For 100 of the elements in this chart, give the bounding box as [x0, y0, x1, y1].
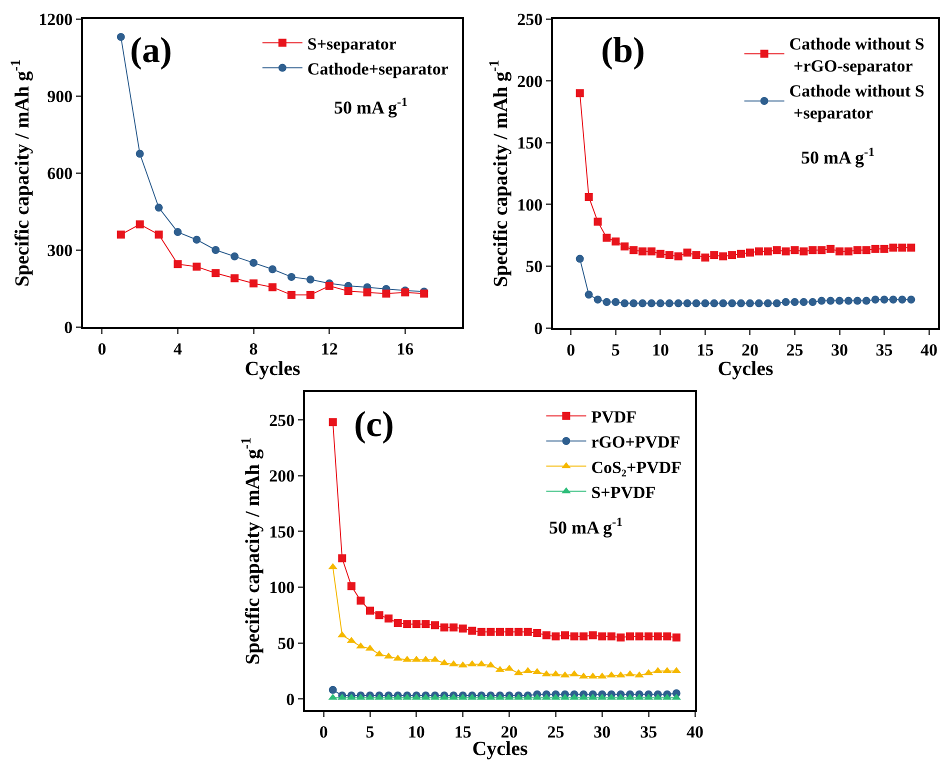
point: [607, 632, 616, 640]
point: [325, 282, 334, 290]
point: [230, 274, 239, 282]
point: [174, 228, 182, 236]
y-tick-label: 100: [269, 578, 295, 598]
point: [683, 299, 692, 308]
point: [844, 296, 852, 305]
point: [620, 242, 629, 250]
point: [638, 299, 647, 308]
point: [656, 299, 664, 308]
point: [790, 298, 799, 306]
point: [862, 246, 870, 254]
point: [746, 248, 754, 257]
point: [764, 299, 772, 308]
legend-label: CoS₂+PVDF: [591, 458, 682, 477]
x-tick-label: 40: [920, 340, 938, 360]
y-tick-label: 600: [47, 164, 73, 183]
point: [524, 628, 532, 636]
point: [665, 251, 674, 260]
point: [344, 287, 352, 296]
point: [654, 632, 662, 640]
point: [616, 633, 625, 642]
point: [363, 288, 372, 296]
point: [836, 247, 844, 256]
point: [772, 299, 781, 308]
point: [514, 628, 523, 636]
chart-title: (a): [130, 30, 172, 70]
point: [674, 252, 682, 260]
annotation: 50 mA g$^{-1}$: [334, 95, 408, 118]
point: [818, 296, 826, 305]
point: [384, 614, 393, 623]
point: [772, 246, 781, 254]
point: [440, 623, 448, 632]
point: [692, 299, 700, 308]
x-tick-label: 8: [249, 339, 258, 358]
point: [719, 252, 728, 260]
point: [663, 632, 672, 640]
point: [250, 279, 258, 288]
y-tick-label: 0: [64, 318, 73, 337]
x-tick-label: 10: [408, 722, 425, 742]
point: [630, 299, 638, 308]
x-tick-label: 0: [319, 722, 328, 742]
y-tick-label: 200: [517, 72, 543, 91]
point: [754, 247, 763, 256]
point: [328, 686, 337, 694]
point: [800, 247, 808, 256]
y-tick-label: 200: [269, 466, 295, 486]
point: [570, 632, 578, 640]
point: [790, 246, 799, 254]
point: [844, 247, 852, 256]
point: [542, 631, 550, 640]
point: [898, 244, 906, 252]
point: [853, 246, 862, 254]
point: [710, 251, 718, 260]
point: [268, 265, 276, 274]
point: [728, 251, 736, 260]
point: [382, 290, 390, 298]
point: [496, 628, 504, 636]
y-tick-label: 150: [517, 134, 543, 153]
y-tick-label: 300: [47, 240, 73, 260]
point: [588, 631, 597, 640]
x-tick-label: 10: [652, 340, 669, 360]
point: [580, 632, 588, 640]
point: [287, 290, 296, 299]
point: [212, 269, 220, 278]
point: [800, 298, 808, 306]
point: [505, 628, 514, 636]
point: [889, 244, 898, 252]
x-tick-label: 35: [876, 340, 893, 360]
legend-label: S+separator: [307, 34, 397, 54]
y-tick-label: 0: [534, 318, 543, 338]
point: [154, 230, 163, 239]
point: [630, 246, 638, 254]
point: [154, 204, 163, 212]
x-axis-title: Cycles: [718, 358, 774, 380]
y-tick-label: 250: [517, 10, 543, 29]
x-tick-label: 16: [396, 339, 414, 358]
point: [328, 418, 337, 426]
point: [287, 272, 296, 281]
point: [136, 150, 144, 158]
point: [356, 596, 365, 605]
point: [635, 632, 644, 640]
point: [907, 244, 916, 252]
point: [808, 246, 817, 254]
point: [764, 247, 772, 256]
point: [692, 251, 700, 260]
point: [644, 632, 653, 640]
x-tick-label: 15: [454, 722, 472, 742]
point: [638, 247, 647, 256]
x-tick-label: 0: [98, 339, 106, 358]
point: [394, 618, 402, 627]
point: [683, 248, 692, 257]
x-tick-label: 35: [640, 722, 658, 742]
y-tick-label: 0: [286, 690, 295, 709]
point: [375, 611, 384, 620]
x-tick-label: 30: [831, 340, 848, 360]
point: [561, 631, 569, 640]
point: [431, 621, 439, 630]
point: [552, 632, 560, 640]
x-axis-title: Cycles: [244, 358, 300, 380]
